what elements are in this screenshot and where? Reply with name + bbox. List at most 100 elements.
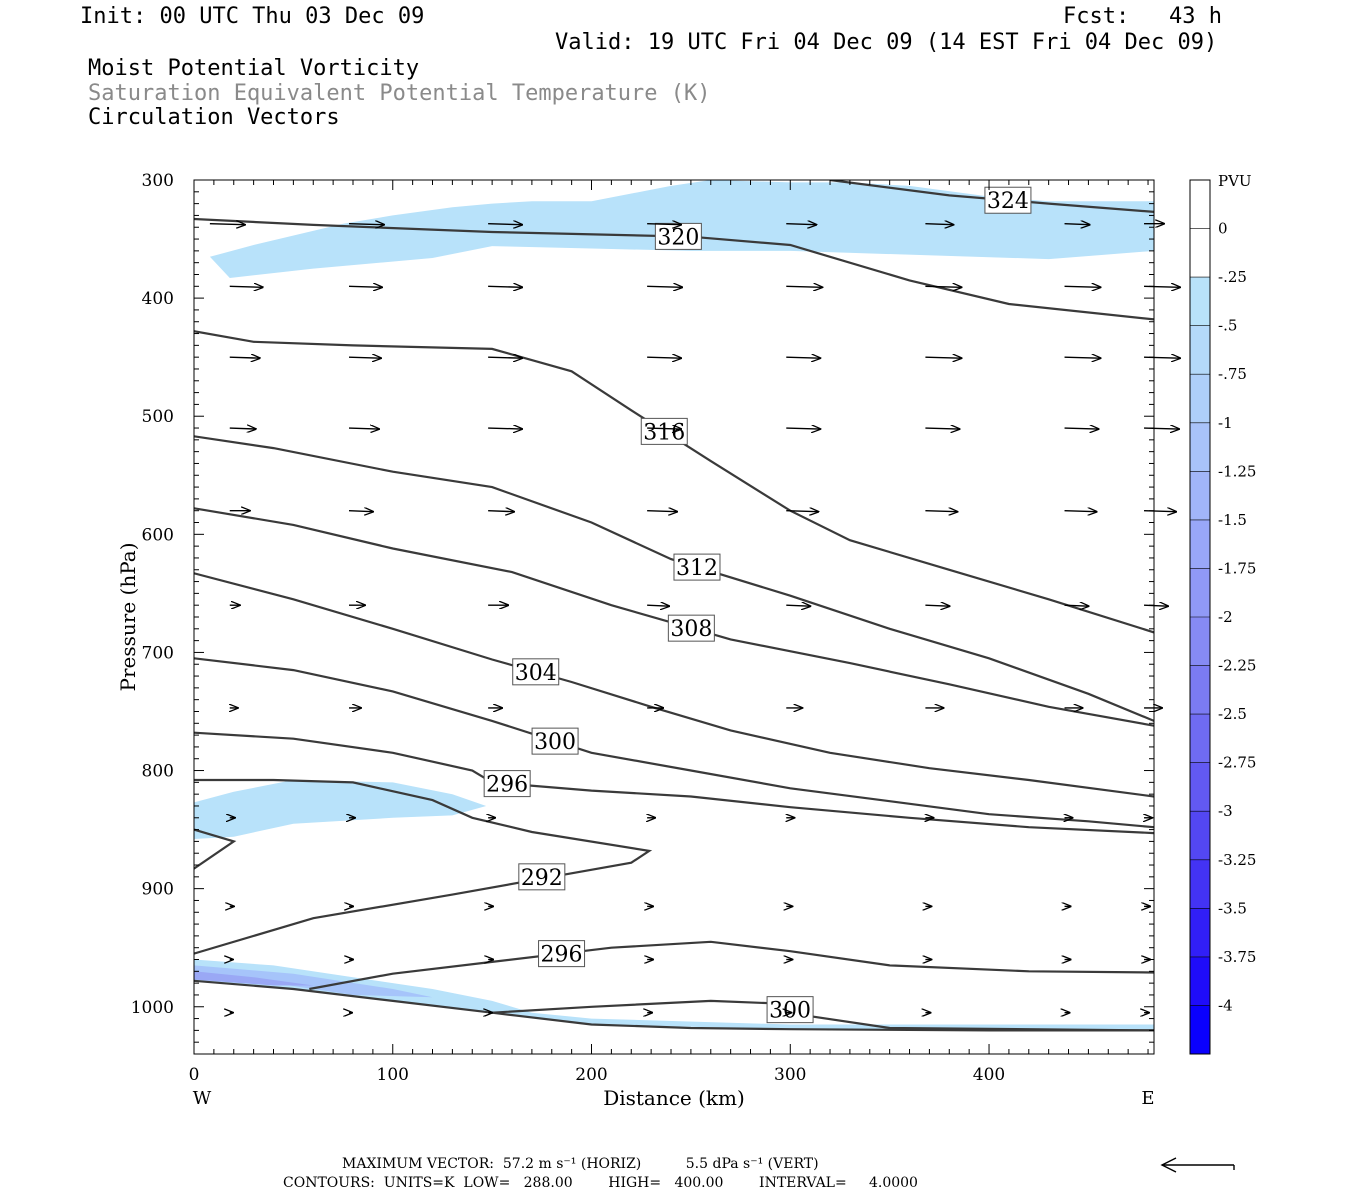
circulation-vector xyxy=(348,357,381,358)
circulation-vector xyxy=(1064,286,1101,287)
circulation-vector xyxy=(348,511,373,512)
field-title-pv: Moist Potential Vorticity xyxy=(88,56,420,81)
contour-label-box xyxy=(984,186,1032,214)
circulation-vector xyxy=(786,511,818,512)
circulation-vector xyxy=(647,428,681,429)
y-tick-label: 900 xyxy=(142,880,174,900)
max-vector-info: MAXIMUM VECTOR: 57.2 m s⁻¹ (HORIZ) 5.5 d… xyxy=(342,1156,819,1172)
circulation-vector xyxy=(647,224,681,225)
west-label: W xyxy=(193,1088,212,1109)
contour-label-box xyxy=(531,727,579,755)
y-tick-label: 700 xyxy=(142,643,174,663)
colorbar-label: -1.5 xyxy=(1218,511,1247,529)
colorbar-label: 0 xyxy=(1218,220,1228,238)
x-tick-label: 0 xyxy=(189,1065,200,1085)
theta-es-contour xyxy=(194,435,1154,722)
x-tick-label: 400 xyxy=(973,1065,1005,1085)
circulation-vector xyxy=(1064,428,1099,429)
circulation-vector xyxy=(488,357,522,358)
colorbar-label: -3.75 xyxy=(1218,948,1256,966)
circulation-vector xyxy=(209,224,245,225)
colorbar-label: -2.25 xyxy=(1218,657,1256,675)
colorbar-label: -.75 xyxy=(1218,365,1247,383)
circulation-vector xyxy=(925,511,957,512)
colorbar-label: -2 xyxy=(1218,608,1233,626)
colorbar-bin xyxy=(1190,374,1210,423)
theta-es-contour xyxy=(194,731,1154,835)
contour-label: 300 xyxy=(769,999,811,1024)
theta-es-contour xyxy=(194,778,653,955)
colorbar-bin xyxy=(1190,471,1210,520)
circulation-vector xyxy=(925,605,949,606)
contour-label: 304 xyxy=(515,661,557,686)
colorbar-bin xyxy=(1190,1005,1210,1054)
contour-info: CONTOURS: UNITS=K LOW= 288.00 HIGH= 400.… xyxy=(283,1175,918,1191)
colorbar-label: -2.75 xyxy=(1218,754,1256,772)
y-tick-label: 300 xyxy=(142,171,174,191)
circulation-vector xyxy=(786,357,820,358)
init-time: Init: 00 UTC Thu 03 Dec 09 xyxy=(80,4,425,29)
pv-shaded-region xyxy=(194,965,433,998)
circulation-vector xyxy=(786,428,820,429)
valid-time: Valid: 19 UTC Fri 04 Dec 09 (14 EST Fri … xyxy=(555,30,1218,55)
contour-label-box xyxy=(538,940,586,968)
colorbar-bin xyxy=(1190,956,1210,1006)
circulation-vector xyxy=(488,428,522,429)
y-axis-label: Pressure (hPa) xyxy=(116,543,140,692)
circulation-vector xyxy=(786,605,810,606)
colorbar-label: -.5 xyxy=(1218,317,1237,335)
circulation-vector xyxy=(1064,357,1101,358)
circulation-vector xyxy=(1064,605,1089,606)
y-tick-label: 400 xyxy=(142,289,174,309)
contour-label: 312 xyxy=(676,556,718,581)
circulation-vector xyxy=(925,357,961,358)
colorbar-label: -1.75 xyxy=(1218,559,1256,577)
circulation-vector xyxy=(348,224,384,225)
theta-es-contour xyxy=(194,828,237,870)
colorbar-bin xyxy=(1190,228,1210,278)
circulation-vector xyxy=(786,224,816,225)
colorbar-label: -3.5 xyxy=(1218,899,1247,917)
colorbar-label: -3 xyxy=(1218,802,1233,820)
y-tick-label: 600 xyxy=(142,525,174,545)
x-tick-label: 200 xyxy=(575,1065,607,1085)
x-tick-label: 100 xyxy=(377,1065,409,1085)
contour-label: 296 xyxy=(541,943,583,968)
colorbar-bin xyxy=(1190,665,1210,715)
pv-shaded-region xyxy=(194,971,314,986)
colorbar-title: PVU xyxy=(1218,172,1252,190)
circulation-vector xyxy=(647,511,677,512)
colorbar-bin xyxy=(1190,762,1210,812)
contour-label-box xyxy=(512,658,560,686)
colorbar-label: -1.25 xyxy=(1218,462,1256,480)
forecast-hour: Fcst: 43 h xyxy=(1063,4,1222,29)
colorbar-label: -4 xyxy=(1218,996,1233,1014)
theta-es-contour xyxy=(194,330,1154,634)
contour-label-box xyxy=(483,770,531,798)
colorbar-bin xyxy=(1190,714,1210,763)
colorbar-bin xyxy=(1190,325,1210,375)
contour-label-box xyxy=(667,614,715,642)
circulation-vector xyxy=(647,357,681,358)
colorbar-label: -1 xyxy=(1218,414,1233,432)
colorbar-label: -2.5 xyxy=(1218,705,1247,723)
circulation-vector xyxy=(1064,224,1090,225)
colorbar-label: -.25 xyxy=(1218,268,1247,286)
y-tick-label: 800 xyxy=(142,762,174,782)
pv-shaded-region xyxy=(194,780,487,839)
colorbar-bin xyxy=(1190,617,1210,666)
circulation-vector xyxy=(348,428,379,429)
contour-label-box xyxy=(673,553,721,581)
circulation-vector xyxy=(488,511,514,512)
y-tick-label: 500 xyxy=(142,407,174,427)
reference-vector-head xyxy=(1160,1157,1177,1173)
contour-label: 324 xyxy=(987,189,1029,214)
colorbar-bin xyxy=(1190,908,1210,957)
colorbar-label: -3.25 xyxy=(1218,851,1256,869)
circulation-vector xyxy=(348,286,382,287)
contour-label: 308 xyxy=(670,617,712,642)
circulation-vector xyxy=(229,428,256,429)
field-title-vectors: Circulation Vectors xyxy=(88,105,340,130)
theta-es-contour xyxy=(194,979,1154,1032)
